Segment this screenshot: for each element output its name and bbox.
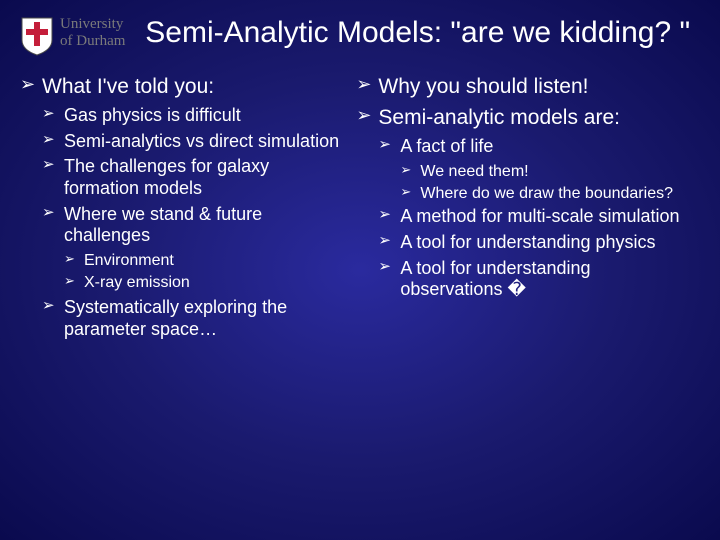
list-item: A fact of life bbox=[378, 136, 696, 158]
slide: University of Durham Semi-Analytic Model… bbox=[0, 0, 720, 540]
list-item: Where we stand & future challenges bbox=[42, 204, 346, 247]
slide-title: Semi-Analytic Models: "are we kidding? " bbox=[135, 12, 700, 52]
left-heading: What I've told you: bbox=[20, 74, 346, 99]
right-heading-1: Why you should listen! bbox=[356, 74, 696, 99]
right-column: Why you should listen! Semi-analytic mod… bbox=[356, 74, 696, 344]
shield-icon bbox=[20, 16, 54, 56]
uni-line1: University bbox=[60, 16, 125, 33]
right-heading-2: Semi-analytic models are: bbox=[356, 105, 696, 130]
left-column: What I've told you: Gas physics is diffi… bbox=[20, 74, 346, 344]
university-name: University of Durham bbox=[60, 16, 125, 51]
header: University of Durham Semi-Analytic Model… bbox=[20, 12, 700, 56]
list-item: Environment bbox=[64, 251, 346, 270]
uni-line2: of Durham bbox=[60, 33, 125, 50]
list-item: X-ray emission bbox=[64, 273, 346, 292]
list-item: Gas physics is difficult bbox=[42, 105, 346, 127]
content-columns: What I've told you: Gas physics is diffi… bbox=[20, 74, 700, 344]
list-item: Semi-analytics vs direct simulation bbox=[42, 131, 346, 153]
list-item: Systematically exploring the parameter s… bbox=[42, 297, 346, 340]
list-item: The challenges for galaxy formation mode… bbox=[42, 156, 346, 199]
list-item: A tool for understanding observations � bbox=[378, 258, 696, 301]
list-item: A method for multi-scale simulation bbox=[378, 206, 696, 228]
list-item: A tool for understanding physics bbox=[378, 232, 696, 254]
list-item: Where do we draw the boundaries? bbox=[400, 184, 696, 203]
university-logo: University of Durham bbox=[20, 12, 125, 56]
list-item: We need them! bbox=[400, 162, 696, 181]
